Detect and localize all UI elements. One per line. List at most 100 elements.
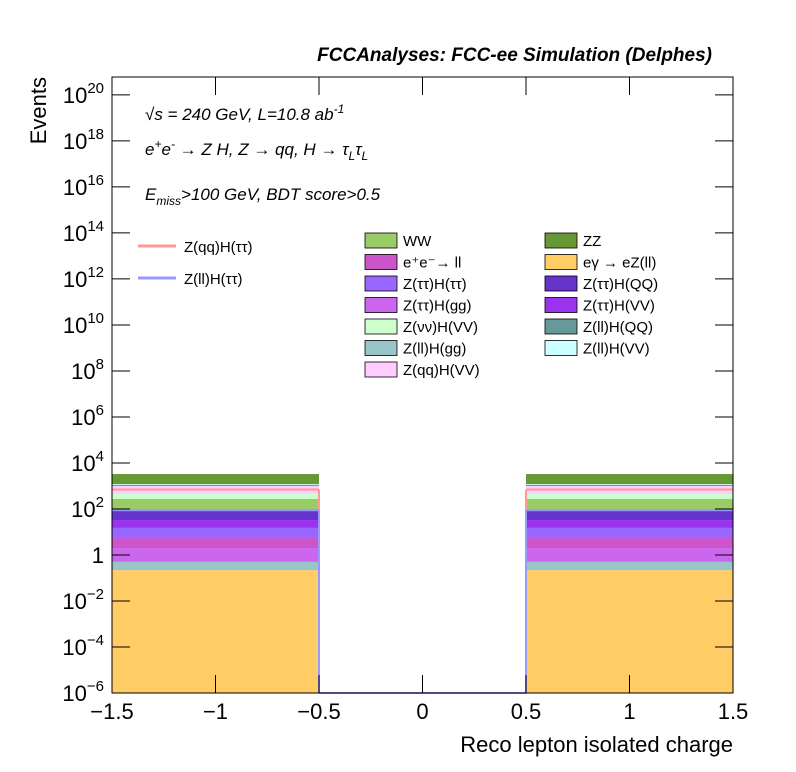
stack-bar bbox=[526, 493, 733, 500]
stack-bar bbox=[112, 548, 319, 562]
annotation-part: -1 bbox=[334, 102, 345, 116]
x-tick-label: −1 bbox=[203, 699, 228, 724]
y-tick-exponent: −2 bbox=[87, 586, 104, 603]
y-tick-exponent: 10 bbox=[87, 310, 104, 327]
legend-label: Z(ττ)H(VV) bbox=[583, 298, 655, 315]
y-tick-base: 10 bbox=[71, 405, 95, 430]
legend-swatch bbox=[544, 340, 578, 356]
y-tick-label: 10−2 bbox=[62, 586, 104, 614]
y-tick-label: 106 bbox=[71, 402, 104, 430]
legend-swatch bbox=[544, 275, 578, 292]
y-tick-exponent: 14 bbox=[87, 218, 104, 235]
y-tick-exponent: 6 bbox=[96, 402, 104, 419]
stack-bar bbox=[526, 527, 733, 538]
y-tick-label: 1 bbox=[92, 543, 104, 568]
y-tick-label: 102 bbox=[71, 494, 104, 522]
legend-swatch bbox=[364, 254, 398, 270]
x-tick-label: −0.5 bbox=[297, 699, 340, 724]
stack-bar bbox=[112, 493, 319, 500]
y-tick-label: 1014 bbox=[63, 218, 104, 246]
y-tick-exponent: 2 bbox=[96, 494, 104, 511]
legend-label: Z(ll)H(VV) bbox=[583, 341, 650, 358]
stack-bar bbox=[526, 511, 733, 521]
stack-bar bbox=[112, 499, 319, 512]
annotation-part: L bbox=[349, 149, 356, 163]
x-tick-label: 0 bbox=[416, 699, 428, 724]
y-tick-base: 10 bbox=[62, 635, 86, 660]
legend-swatch bbox=[364, 340, 398, 356]
legend-label: ZZ bbox=[583, 233, 601, 250]
x-tick-label: 1.5 bbox=[718, 699, 749, 724]
y-tick-exponent: 12 bbox=[87, 264, 104, 281]
stack-bar bbox=[526, 485, 733, 486]
y-tick-exponent: 16 bbox=[87, 172, 104, 189]
stack-bar bbox=[526, 548, 733, 562]
y-tick-label: 1016 bbox=[63, 172, 104, 200]
legend-label: eγ → eZ(ll) bbox=[583, 255, 656, 272]
stack-bar bbox=[112, 520, 319, 528]
annotation: e+e- → Z H, Z → qq, H → τLτL bbox=[145, 137, 368, 162]
y-tick-label: 1020 bbox=[63, 80, 104, 108]
y-tick-label: 1010 bbox=[63, 310, 104, 338]
y-tick-base: 10 bbox=[71, 451, 95, 476]
legend-label: WW bbox=[403, 233, 432, 250]
legend-swatch bbox=[364, 232, 398, 249]
stack-bar bbox=[112, 570, 319, 693]
stack-bar bbox=[112, 537, 319, 549]
legend-label: Z(ττ)H(ττ) bbox=[403, 276, 467, 293]
legend-swatch bbox=[364, 361, 398, 378]
y-tick-label: 104 bbox=[71, 448, 104, 476]
y-tick-base: 10 bbox=[63, 175, 87, 200]
stack-bar bbox=[112, 484, 319, 486]
legend-label: Z(ll)H(gg) bbox=[403, 341, 466, 358]
y-tick-base: 10 bbox=[63, 313, 87, 338]
y-tick-exponent: 8 bbox=[96, 356, 104, 373]
y-tick-exponent: 4 bbox=[96, 448, 104, 465]
annotation: √s = 240 GeV, L=10.8 ab-1 bbox=[145, 102, 344, 124]
stack-bar bbox=[112, 485, 319, 486]
annotation-part: miss bbox=[156, 194, 181, 208]
y-tick-base: 10 bbox=[71, 497, 95, 522]
stack-bar bbox=[526, 570, 733, 693]
y-tick-label: 10−4 bbox=[62, 632, 104, 660]
annotation-part: - bbox=[171, 137, 175, 151]
y-tick-exponent: −4 bbox=[87, 632, 104, 649]
y-tick-base: 10 bbox=[63, 267, 87, 292]
x-tick-label: 1 bbox=[623, 699, 635, 724]
annotation-part: + bbox=[154, 137, 161, 151]
legend-swatch bbox=[364, 297, 398, 313]
stack-bar bbox=[526, 537, 733, 549]
legend-swatch bbox=[544, 297, 578, 313]
y-tick-exponent: 20 bbox=[87, 80, 104, 97]
y-tick-base: 10 bbox=[62, 589, 86, 614]
y-tick-base: 10 bbox=[62, 681, 86, 706]
annotation-part: √s = 240 GeV, L=10.8 ab bbox=[145, 105, 334, 124]
legend-label: Z(ττ)H(QQ) bbox=[583, 276, 658, 293]
x-axis-label: Reco lepton isolated charge bbox=[460, 732, 733, 757]
legend-label: Z(ττ)H(gg) bbox=[403, 298, 472, 315]
annotation-part: L bbox=[362, 149, 369, 163]
annotation-part: >100 GeV, BDT score>0.5 bbox=[181, 185, 381, 204]
stack-bar bbox=[112, 561, 319, 571]
legend-label: Z(qq)H(ττ) bbox=[184, 239, 253, 256]
annotation-part: E bbox=[145, 185, 157, 204]
y-axis-label: Events bbox=[26, 77, 51, 144]
legend-swatch bbox=[544, 318, 578, 335]
legend-swatch bbox=[364, 275, 398, 292]
stack-bar bbox=[112, 527, 319, 538]
stack-bar bbox=[526, 499, 733, 512]
chart-title: FCCAnalyses: FCC-ee Simulation (Delphes) bbox=[317, 45, 712, 66]
y-tick-base: 10 bbox=[71, 359, 95, 384]
y-tick-base: 10 bbox=[63, 83, 87, 108]
y-tick-base: 1 bbox=[92, 543, 104, 568]
stack-bar bbox=[526, 520, 733, 528]
annotation-part: e bbox=[145, 140, 154, 159]
legend-swatch bbox=[364, 318, 398, 335]
stack-bar bbox=[112, 474, 319, 485]
y-tick-label: 1012 bbox=[63, 264, 104, 292]
legend-label: Z(qq)H(VV) bbox=[403, 362, 480, 379]
annotation-part: → Z H, Z → qq, H → τ bbox=[175, 140, 350, 159]
y-tick-label: 1018 bbox=[63, 126, 104, 154]
